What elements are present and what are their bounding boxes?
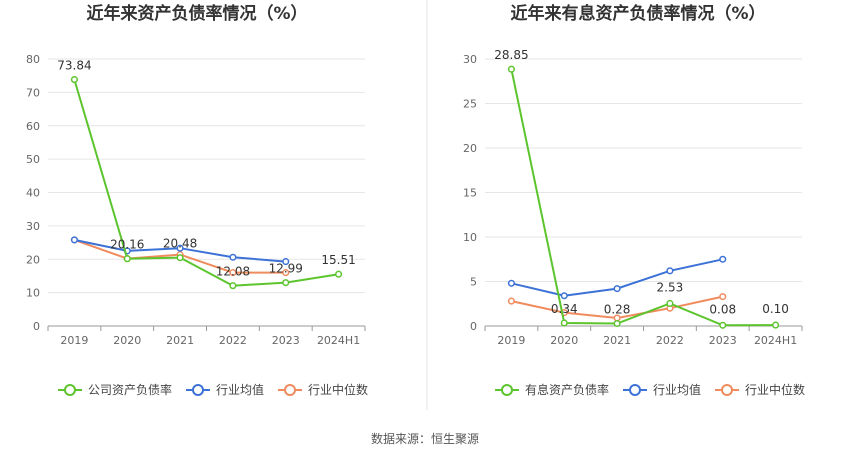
data-point [335,270,343,278]
chart-title: 近年来资产负债率情况（%） [86,3,307,24]
y-tick-label: 0 [33,320,40,333]
legend-swatch-marker [501,384,513,396]
data-label: 0.08 [709,302,736,316]
x-tick-label: 2024H1 [754,334,797,347]
legend-label: 行业均值 [653,382,701,397]
data-point [613,319,621,328]
data-point [613,285,621,293]
data-label: 0.10 [762,302,789,316]
x-tick-label: 2019 [497,334,525,347]
x-tick-label: 2024H1 [317,334,360,347]
x-tick-label: 2023 [709,334,737,347]
y-tick-label: 20 [463,142,477,155]
x-tick-label: 2022 [656,334,684,347]
legend-swatch-marker [629,384,641,396]
y-tick-label: 25 [463,98,477,111]
data-label: 28.85 [494,48,528,62]
data-point [560,319,568,327]
y-tick-label: 30 [26,220,40,233]
data-point [507,297,515,305]
chart-panel-2: 近年来有息资产负债率情况（%） 0 5 10 15 20 25 30 2019 2020 2021 2… [463,3,805,397]
legend-swatch-marker [64,384,76,396]
data-point [666,267,674,275]
y-tick-label: 40 [26,187,40,200]
y-tick-label: 20 [26,253,40,266]
data-point [176,244,184,252]
legend-label: 行业均值 [216,382,264,397]
data-point [229,282,237,290]
x-tick-label: 2020 [113,334,141,347]
legend-label: 行业中位数 [308,382,368,397]
data-point [282,258,290,266]
data-point [229,253,237,261]
data-label: 0.28 [604,303,631,317]
data-point [719,255,727,263]
legend-swatch-marker [284,384,296,396]
data-point [719,321,727,329]
chart-panel-1: 近年来资产负债率情况（%） 0 10 20 30 40 50 60 70 80 2019 2020 20… [26,3,368,397]
data-label: 15.51 [321,253,355,267]
data-point [229,269,237,277]
data-label: 12.99 [269,262,303,276]
legend-label: 行业中位数 [745,382,805,397]
data-label: 20.48 [163,237,197,251]
data-point [772,321,780,329]
data-point [507,65,515,73]
y-tick-label: 80 [26,53,40,66]
series-line-company [73,79,339,287]
data-label: 20.16 [110,238,144,252]
legend-label: 公司资产负债率 [88,382,172,397]
data-point [70,76,78,84]
x-tick-label: 2021 [603,334,631,347]
data-point [176,254,184,262]
y-tick-label: 50 [26,153,40,166]
legend-swatch-marker [721,384,733,396]
x-tick-label: 2023 [272,334,300,347]
x-tick-label: 2021 [166,334,194,347]
data-label: 0.34 [551,302,578,316]
y-tick-label: 70 [26,86,40,99]
series-line-company [510,68,776,327]
source-note: 数据来源：恒生聚源 [371,431,479,446]
data-point [507,279,515,287]
data-point [70,236,78,244]
data-label: 12.08 [216,265,250,279]
y-tick-label: 10 [26,287,40,300]
chart-title: 近年来有息资产负债率情况（%） [510,3,765,24]
data-point [123,255,131,263]
y-tick-label: 15 [463,187,477,200]
data-point [560,292,568,300]
data-point [282,269,290,277]
x-tick-label: 2020 [550,334,578,347]
y-tick-label: 0 [470,320,477,333]
data-point [719,293,727,301]
legend-swatch-marker [192,384,204,396]
data-label: 73.84 [57,59,91,73]
x-tick-label: 2022 [219,334,247,347]
y-tick-label: 10 [463,231,477,244]
legend-label: 有息资产负债率 [525,382,609,397]
x-tick-label: 2019 [60,334,88,347]
y-tick-label: 60 [26,120,40,133]
data-point [282,279,290,287]
y-tick-label: 5 [470,276,477,289]
y-tick-label: 30 [463,53,477,66]
data-point [666,299,674,308]
data-label: 2.53 [657,280,684,294]
